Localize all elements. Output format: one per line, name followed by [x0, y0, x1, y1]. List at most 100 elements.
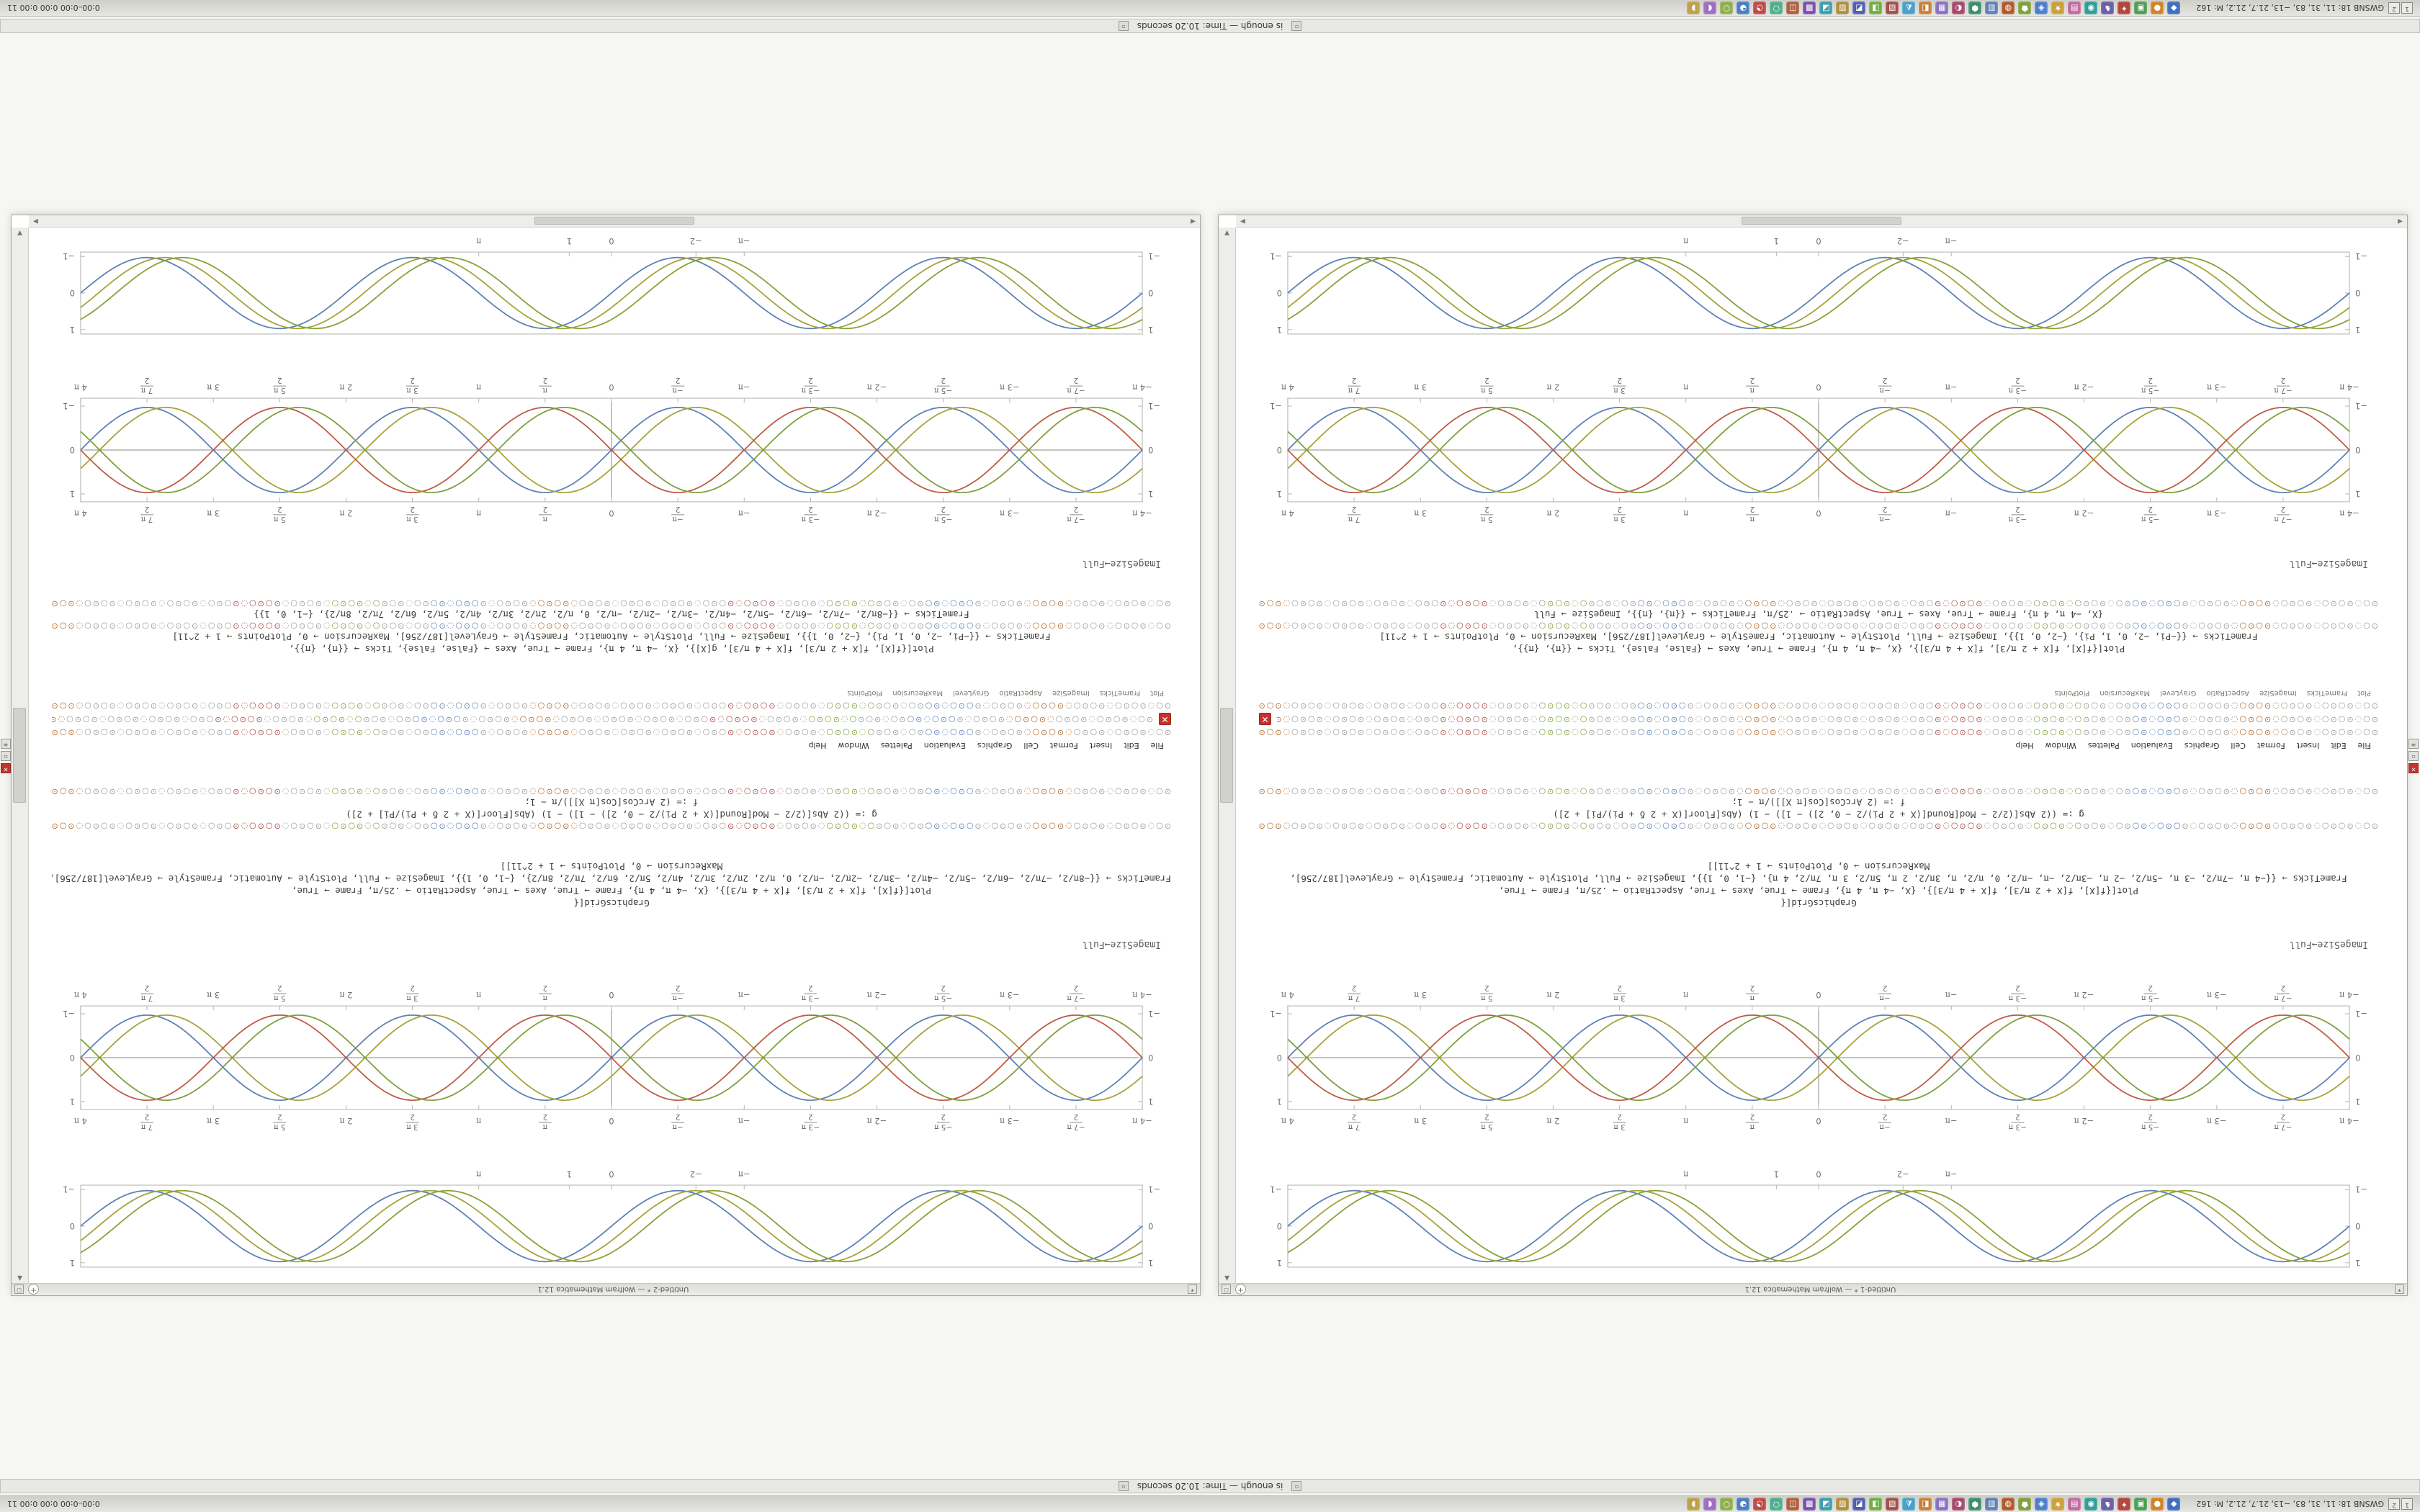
menu-item-cell[interactable]: Cell: [1023, 741, 1039, 751]
workspace-1-button[interactable]: 1: [2401, 1498, 2413, 1510]
menu-item-graphics[interactable]: Graphics: [977, 741, 1013, 751]
code-cell[interactable]: GraphicsGrid[{Plot[{f[X], f[X + 2 π/3], …: [1259, 860, 2378, 909]
strip-maximize-icon[interactable]: ▫: [1118, 21, 1129, 31]
menu-item-insert[interactable]: Insert: [1089, 741, 1113, 751]
horizontal-scrollbar[interactable]: ◀ ▶: [29, 215, 1200, 228]
app-icon[interactable]: ▦: [1935, 1, 1949, 14]
app-icon[interactable]: ◈: [2035, 1, 2048, 14]
app-icon[interactable]: ◆: [2167, 1498, 2181, 1511]
app-icon[interactable]: ▩: [1803, 1498, 1816, 1511]
scroll-left-icon[interactable]: ◀: [1191, 217, 1196, 225]
suggestion-maxrecursion[interactable]: MaxRecursion: [892, 689, 944, 698]
strip-minimize-icon[interactable]: ▫: [1291, 21, 1302, 31]
workspace-2-button[interactable]: 2: [2388, 1498, 2400, 1510]
window-menu-icon[interactable]: ▾: [2395, 1284, 2404, 1295]
app-icon[interactable]: ▨: [1836, 1498, 1850, 1511]
menu-item-window[interactable]: Window: [838, 741, 869, 751]
magnify-plus-icon[interactable]: +: [1235, 1284, 1246, 1295]
vertical-scroll-thumb[interactable]: [1220, 708, 1234, 803]
mathematica-window-1[interactable]: ▾ Untitled-1 * — Wolfram Mathematica 12.…: [1218, 215, 2408, 1296]
close-icon[interactable]: ✕: [1159, 713, 1171, 726]
app-icon[interactable]: ▥: [1985, 1498, 1999, 1511]
workspace-pager[interactable]: 1 2: [2388, 1498, 2413, 1510]
menu-item-window[interactable]: Window: [2045, 741, 2076, 751]
suggestion-graylevel[interactable]: GrayLevel: [953, 689, 990, 698]
menu-item-cell[interactable]: Cell: [2231, 741, 2246, 751]
app-icon[interactable]: ◭: [1902, 1, 1916, 14]
app-icon[interactable]: ▩: [1803, 1, 1816, 14]
menu-item-edit[interactable]: Edit: [1124, 741, 1139, 751]
app-icon[interactable]: ⬢: [1968, 1498, 1982, 1511]
horizontal-scroll-thumb[interactable]: [1742, 217, 1901, 225]
suggestion-plotpoints[interactable]: PlotPoints: [2054, 689, 2090, 698]
app-icon[interactable]: ⬟: [2018, 1498, 2032, 1511]
app-icon[interactable]: ⬠: [1770, 1498, 1783, 1511]
vertical-scrollbar[interactable]: ▲ ▼: [1219, 228, 1236, 1283]
workspace-pager[interactable]: 1 2: [2388, 2, 2413, 14]
suggestion-imagesize[interactable]: ImageSize: [2259, 689, 2297, 698]
suggestion-frameticks[interactable]: FrameTicks: [1099, 689, 1141, 698]
app-icon[interactable]: ◧: [1919, 1498, 1932, 1511]
app-icon[interactable]: ⬟: [2018, 1, 2032, 14]
app-icon[interactable]: ◧: [1919, 1, 1932, 14]
app-icon[interactable]: ◕: [1736, 1, 1750, 14]
edge-widget-left[interactable]: ✕ ▫ ≡: [2408, 739, 2419, 773]
app-icon[interactable]: ◍: [2002, 1498, 2015, 1511]
app-icon[interactable]: ▧: [1886, 1498, 1899, 1511]
app-icon[interactable]: ◗: [1687, 1498, 1700, 1511]
app-icon[interactable]: ✦: [2118, 1498, 2131, 1511]
title-strip-top[interactable]: ▫ is enough — Time: 10.20 seconds ▫: [0, 1479, 2420, 1493]
menu-item-file[interactable]: File: [1150, 741, 1164, 751]
app-icon[interactable]: ◪: [1819, 1498, 1833, 1511]
edge-widget-right[interactable]: ✕ ▫ ≡: [1, 739, 11, 773]
app-icon[interactable]: ◖: [1703, 1498, 1717, 1511]
suggestion-plotpoints[interactable]: PlotPoints: [847, 689, 883, 698]
app-icon[interactable]: ▤: [2068, 1498, 2081, 1511]
app-icon[interactable]: ◕: [1736, 1498, 1750, 1511]
app-icon[interactable]: ◐: [1952, 1498, 1966, 1511]
app-icon[interactable]: ◐: [1952, 1, 1966, 14]
app-icon[interactable]: ◫: [1786, 1, 1800, 14]
window-titlebar[interactable]: ▾ Untitled-1 * — Wolfram Mathematica 12.…: [1219, 1283, 2407, 1295]
scroll-right-icon[interactable]: ▶: [33, 217, 38, 225]
app-icon[interactable]: ◫: [1786, 1498, 1800, 1511]
app-icon[interactable]: ◩: [1852, 1498, 1866, 1511]
title-strip-bottom[interactable]: ▫ is enough — Time: 10.20 seconds ▫: [0, 19, 2420, 33]
menu-item-palettes[interactable]: Palettes: [2087, 741, 2120, 751]
workspace-2-button[interactable]: 2: [2388, 2, 2400, 14]
app-icon[interactable]: ★: [2051, 1, 2065, 14]
suggestion-aspectratio[interactable]: AspectRatio: [2206, 689, 2250, 698]
scroll-up-icon[interactable]: ▲: [17, 1274, 22, 1282]
menu-item-insert[interactable]: Insert: [2296, 741, 2320, 751]
window-titlebar[interactable]: ▾ Untitled-2 * — Wolfram Mathematica 12.…: [12, 1283, 1200, 1295]
suggestion-plot[interactable]: Plot: [2357, 689, 2371, 698]
menu-item-palettes[interactable]: Palettes: [880, 741, 913, 751]
app-icon[interactable]: ●: [2151, 1498, 2164, 1511]
app-icon[interactable]: ◨: [1869, 1498, 1883, 1511]
edge-menu-icon[interactable]: ≡: [1, 739, 11, 749]
app-icon[interactable]: ⬡: [1720, 1498, 1734, 1511]
close-icon[interactable]: ✕: [1259, 713, 1271, 726]
app-icon[interactable]: ▤: [2068, 1, 2081, 14]
app-icon[interactable]: ◪: [1819, 1, 1833, 14]
app-icon[interactable]: ★: [2051, 1498, 2065, 1511]
app-icon[interactable]: ♞: [2101, 1, 2115, 14]
app-icon[interactable]: ▣: [2134, 1, 2148, 14]
window-maximize-icon[interactable]: □: [14, 1284, 24, 1295]
app-icon[interactable]: ⬡: [1720, 1, 1734, 14]
menu-item-evaluation[interactable]: Evaluation: [2130, 741, 2173, 751]
suggestion-maxrecursion[interactable]: MaxRecursion: [2099, 689, 2151, 698]
app-icon[interactable]: ⬠: [1770, 1, 1783, 14]
edge-restore-icon[interactable]: ▫: [2408, 751, 2419, 761]
app-icon[interactable]: ◆: [2167, 1, 2181, 14]
suggestion-aspectratio[interactable]: AspectRatio: [999, 689, 1043, 698]
edge-close-icon[interactable]: ✕: [1, 763, 11, 773]
app-icon[interactable]: ◈: [2035, 1498, 2048, 1511]
code-cell[interactable]: ⊙○◌⊙○⊙○◌⊙○⊙○◌⊙○⊙○◌⊙○⊙○◌⊙○⊙○◌⊙○⊙○◌⊙○⊙○◌⊙○…: [52, 786, 1171, 831]
suggestion-plot[interactable]: Plot: [1150, 689, 1164, 698]
vertical-scrollbar[interactable]: ▲ ▼: [12, 228, 29, 1283]
suggestion-imagesize[interactable]: ImageSize: [1052, 689, 1090, 698]
vertical-scroll-thumb[interactable]: [13, 708, 27, 803]
magnify-plus-icon[interactable]: +: [28, 1284, 39, 1295]
scroll-down-icon[interactable]: ▼: [17, 229, 22, 236]
